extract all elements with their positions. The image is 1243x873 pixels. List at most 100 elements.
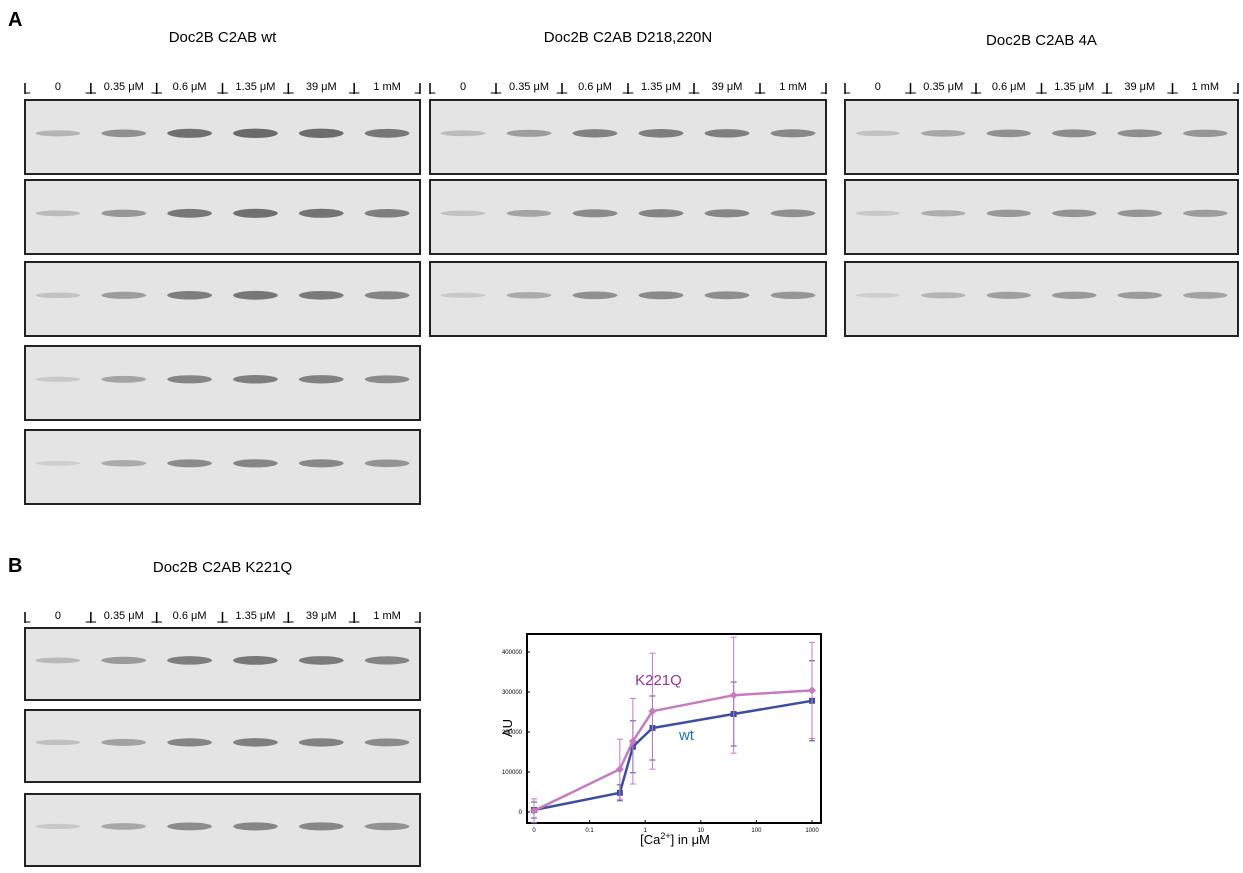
lane-label: 1.35 μM bbox=[641, 81, 681, 93]
lane-label: 0 bbox=[55, 81, 61, 93]
lane-label: 0 bbox=[460, 81, 466, 93]
gel-strip bbox=[845, 100, 1238, 174]
gel-strip bbox=[430, 180, 826, 254]
figure: AU [Ca2+] in μM ADoc2B C2AB wt00.35 μM0.… bbox=[0, 0, 1243, 868]
gel-band bbox=[233, 656, 278, 665]
gel-band bbox=[101, 210, 146, 217]
gel-band bbox=[986, 210, 1031, 217]
y-tick-label: 0 bbox=[519, 810, 523, 816]
gel-band bbox=[771, 129, 816, 137]
gel-band bbox=[167, 738, 212, 746]
gel-band bbox=[101, 292, 146, 299]
lane-label: 1.35 μM bbox=[1054, 81, 1094, 93]
gel-band bbox=[167, 459, 212, 467]
gel-band bbox=[365, 460, 410, 468]
gel-band bbox=[365, 375, 410, 383]
lane-label: 1 mM bbox=[373, 81, 401, 93]
gel-band bbox=[299, 459, 344, 467]
gel-band bbox=[986, 129, 1031, 137]
y-tick-label: 100000 bbox=[502, 770, 523, 776]
gel-strip bbox=[430, 100, 826, 174]
gel-band bbox=[639, 291, 684, 299]
gel-band bbox=[365, 129, 410, 138]
lane-label: 0.35 μM bbox=[923, 81, 963, 93]
series-label: K221Q bbox=[635, 672, 682, 689]
lane-label: 0 bbox=[875, 81, 881, 93]
gel-band bbox=[365, 291, 410, 299]
lane-label: 0.35 μM bbox=[509, 81, 549, 93]
gel-band bbox=[771, 209, 816, 217]
lane-label: 1 mM bbox=[373, 610, 401, 622]
gel-band bbox=[233, 822, 278, 830]
gel-band bbox=[233, 375, 278, 384]
gel-strip bbox=[25, 710, 420, 782]
gel-strip bbox=[25, 628, 420, 700]
lane-label: 39 μM bbox=[712, 81, 743, 93]
gel-band bbox=[855, 131, 900, 137]
gel-band bbox=[167, 291, 212, 300]
gel-band bbox=[1183, 130, 1228, 137]
gel-band bbox=[365, 656, 410, 664]
gel-strip bbox=[25, 794, 420, 866]
y-tick-label: 200000 bbox=[502, 730, 523, 736]
gel-band bbox=[101, 129, 146, 137]
gel-band bbox=[1183, 292, 1228, 299]
y-tick-label: 400000 bbox=[502, 650, 523, 656]
gel-strip bbox=[25, 346, 420, 420]
x-tick-label: 0 bbox=[532, 828, 536, 834]
lane-label: 1.35 μM bbox=[235, 610, 275, 622]
gel-strip bbox=[845, 262, 1238, 336]
gel-band bbox=[36, 293, 81, 299]
gel-band bbox=[233, 459, 278, 467]
gel-band bbox=[705, 209, 750, 217]
gel-band bbox=[299, 209, 344, 218]
x-tick-label: 0.1 bbox=[585, 828, 594, 834]
lane-label: 1 mM bbox=[779, 81, 807, 93]
gel-band bbox=[639, 129, 684, 138]
panel-label: A bbox=[8, 9, 22, 31]
gel-band bbox=[441, 293, 486, 298]
data-point bbox=[808, 686, 816, 694]
gel-band bbox=[233, 129, 278, 138]
gel-band bbox=[233, 738, 278, 746]
gel-band bbox=[36, 210, 81, 216]
gel-band bbox=[441, 130, 486, 136]
gel-band bbox=[855, 211, 900, 216]
gel-band bbox=[705, 129, 750, 137]
gel-band bbox=[507, 292, 552, 299]
gel-title: Doc2B C2AB wt bbox=[169, 29, 277, 46]
gel-band bbox=[299, 738, 344, 746]
gel-title: Doc2B C2AB 4A bbox=[986, 32, 1097, 49]
gel-band bbox=[101, 460, 146, 467]
gel-band bbox=[167, 656, 212, 664]
gel-band bbox=[1052, 129, 1097, 137]
gel-band bbox=[36, 657, 81, 663]
gel-band bbox=[1117, 129, 1162, 137]
gel-title: Doc2B C2AB K221Q bbox=[153, 559, 292, 576]
lane-label: 0.6 μM bbox=[173, 81, 207, 93]
panel-label: B bbox=[8, 555, 22, 577]
gel-band bbox=[705, 291, 750, 299]
gel-strip bbox=[430, 262, 826, 336]
x-axis-label-part: ] in μM bbox=[671, 832, 710, 847]
gel-band bbox=[167, 375, 212, 383]
data-point bbox=[616, 765, 624, 773]
lane-label: 39 μM bbox=[1124, 81, 1155, 93]
gel-band bbox=[573, 129, 618, 137]
lane-label: 1.35 μM bbox=[235, 81, 275, 93]
gel-band bbox=[299, 129, 344, 138]
gel-band bbox=[986, 292, 1031, 299]
series-label: wt bbox=[678, 727, 695, 744]
gel-strip bbox=[25, 180, 420, 254]
gel-band bbox=[167, 209, 212, 218]
series-line bbox=[534, 701, 812, 810]
gel-band bbox=[101, 657, 146, 664]
gel-band bbox=[855, 293, 900, 298]
gel-band bbox=[1183, 210, 1228, 217]
lane-label: 0.6 μM bbox=[992, 81, 1026, 93]
gel-band bbox=[507, 130, 552, 137]
lane-label: 39 μM bbox=[306, 610, 337, 622]
lane-label: 0 bbox=[55, 610, 61, 622]
gel-band bbox=[101, 739, 146, 746]
gel-band bbox=[167, 822, 212, 830]
